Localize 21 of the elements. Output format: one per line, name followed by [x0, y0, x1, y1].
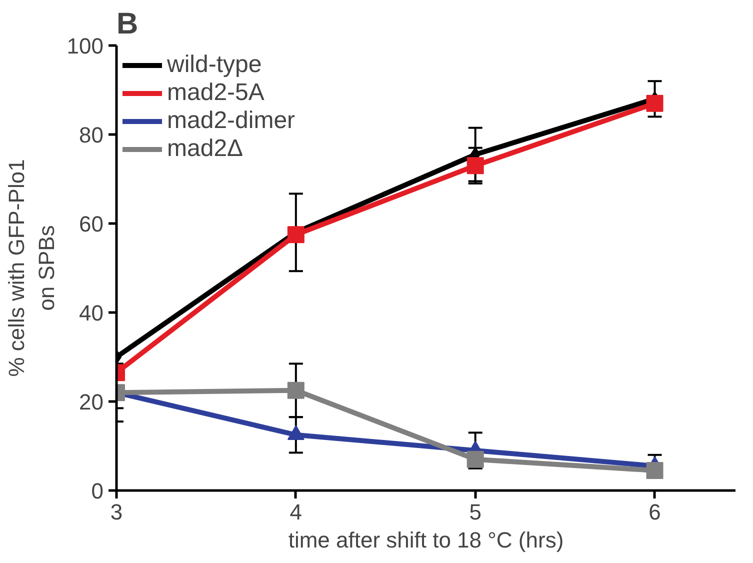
x-tick-label: 4: [290, 500, 302, 524]
legend-label: mad2Δ: [167, 135, 244, 163]
y-tick-label: 40: [79, 300, 104, 326]
point: [646, 462, 664, 479]
point: [466, 157, 484, 174]
y-tick-label: 60: [79, 212, 104, 236]
point: [466, 450, 484, 468]
legend-label: mad2-dimer: [167, 107, 296, 135]
point: [646, 94, 664, 112]
x-tick-label: 6: [648, 500, 661, 524]
y-axis-title: % cells with GFP-Plo1 on SPBs: [4, 159, 59, 377]
y-tick-label: 100: [66, 34, 104, 58]
y-tick-label: 20: [79, 390, 104, 414]
x-tick-label: 5: [469, 500, 482, 524]
legend-label: mad2-5A: [167, 79, 264, 107]
x-tick-label: 3: [110, 500, 123, 524]
y-tick-label: 80: [79, 122, 104, 148]
x-axis-title: time after shift to 18 °C (hrs): [288, 528, 564, 552]
legend-label: wild-type: [167, 51, 262, 79]
chart-title: B: [116, 8, 138, 40]
y-tick-label: 0: [91, 478, 104, 504]
